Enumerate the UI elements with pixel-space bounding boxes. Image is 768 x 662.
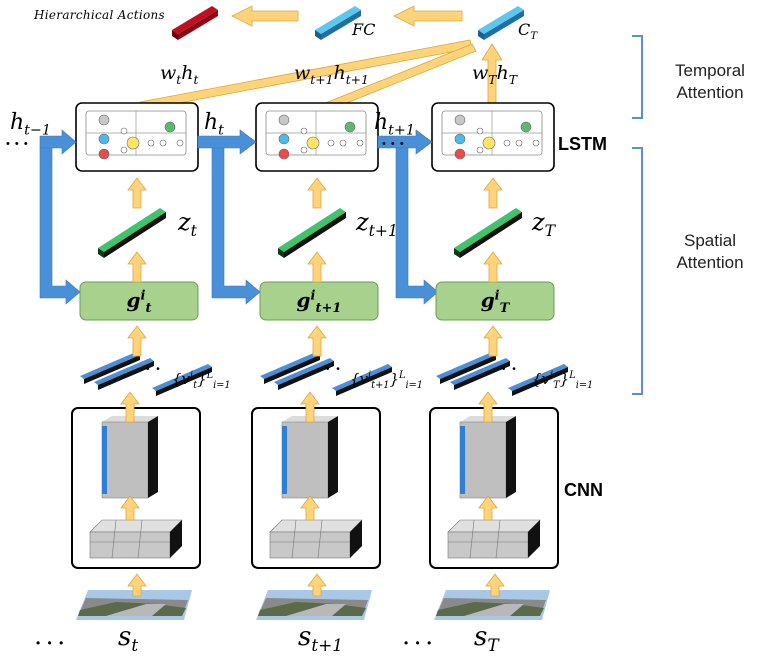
- weight-label-T: wThT: [472, 62, 517, 87]
- temporal-bracket: [632, 35, 643, 119]
- v-T-label: {viT}Li=1: [532, 370, 594, 391]
- temporal-attention-label: Temporal Attention: [675, 61, 745, 102]
- g-t-label: git: [126, 288, 152, 316]
- input-frames: [76, 590, 550, 620]
- z-vectors: [98, 208, 522, 258]
- cnn-cube-2: [269, 416, 363, 559]
- v-dots-1: • •: [146, 364, 162, 375]
- lstm-label: LSTM: [558, 134, 607, 154]
- spatial-bracket: [632, 147, 643, 395]
- z-t1-label: zt+1: [356, 208, 398, 240]
- hierarchical-actions-label: Hierarchical Actions: [34, 8, 166, 22]
- feedback-paths: [39, 147, 439, 305]
- cnn-cube-3: [447, 416, 541, 559]
- lstm-inner-2: [265, 110, 367, 160]
- h-next-label: ht+1: [374, 110, 415, 139]
- ct-label: CT: [518, 20, 538, 43]
- s-t-label: st: [118, 622, 139, 656]
- lstm-cells: [75, 102, 555, 172]
- h-t-label: ht: [204, 110, 224, 139]
- h-prev-dots: • • •: [6, 138, 29, 150]
- v-dots-3: • •: [502, 364, 518, 375]
- v-t1-label: {vit+1}Li=1: [350, 370, 423, 391]
- top-arrow-fc-to-action: [231, 5, 299, 27]
- action-bar: [172, 6, 218, 40]
- g-t1-label: git+1: [296, 288, 342, 316]
- z-t-label: zt: [178, 208, 197, 240]
- fc-label: FC: [352, 20, 376, 39]
- temporal-arrow-3: [481, 43, 503, 105]
- s-dots-left: • • •: [36, 636, 66, 650]
- v-t-label: {vit}Li=1: [172, 370, 231, 391]
- s-t1-label: st+1: [298, 622, 344, 656]
- lstm-inner-1: [85, 110, 187, 160]
- g-T-label: giT: [480, 288, 510, 316]
- h-prev-label: ht−1: [10, 110, 51, 139]
- cnn-label: CNN: [564, 480, 603, 500]
- weight-label-t1: wt+1ht+1: [294, 62, 369, 87]
- spatial-attention-label: Spatial Attention: [676, 231, 744, 272]
- s-T-label: sT: [474, 622, 499, 656]
- v-dots-2: • •: [326, 364, 342, 375]
- cnn-cube-1: [89, 416, 183, 559]
- top-arrow-ct-to-fc: [393, 5, 463, 27]
- s-dots-mid: • • •: [404, 636, 434, 650]
- lstm-inner-3: [441, 110, 543, 160]
- ct-bar: [478, 6, 524, 40]
- weight-label-t: wtht: [160, 62, 199, 87]
- up-arrows: [120, 177, 505, 597]
- h-next-dots: • • •: [382, 138, 405, 150]
- z-T-label: zT: [532, 208, 556, 240]
- v-bars: [80, 352, 568, 396]
- fc-bar: [315, 6, 361, 40]
- g-boxes: [79, 281, 555, 321]
